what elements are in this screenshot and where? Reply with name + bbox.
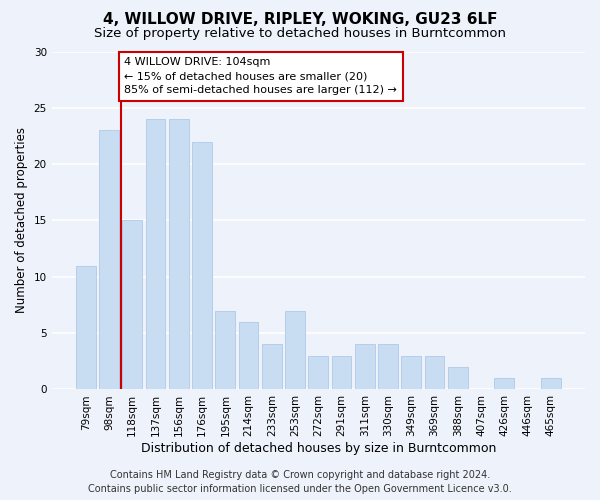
Bar	[332, 356, 352, 390]
Bar	[401, 356, 421, 390]
Bar	[285, 310, 305, 390]
Bar	[262, 344, 282, 390]
Bar	[122, 220, 142, 390]
Bar	[355, 344, 375, 390]
Bar	[239, 322, 259, 390]
Text: 4 WILLOW DRIVE: 104sqm
← 15% of detached houses are smaller (20)
85% of semi-det: 4 WILLOW DRIVE: 104sqm ← 15% of detached…	[124, 57, 397, 95]
Text: Contains HM Land Registry data © Crown copyright and database right 2024.
Contai: Contains HM Land Registry data © Crown c…	[88, 470, 512, 494]
Bar	[378, 344, 398, 390]
Bar	[541, 378, 561, 390]
Text: 4, WILLOW DRIVE, RIPLEY, WOKING, GU23 6LF: 4, WILLOW DRIVE, RIPLEY, WOKING, GU23 6L…	[103, 12, 497, 28]
Y-axis label: Number of detached properties: Number of detached properties	[15, 128, 28, 314]
Bar	[494, 378, 514, 390]
Bar	[215, 310, 235, 390]
X-axis label: Distribution of detached houses by size in Burntcommon: Distribution of detached houses by size …	[140, 442, 496, 455]
Bar	[146, 119, 166, 390]
Bar	[76, 266, 95, 390]
Text: Size of property relative to detached houses in Burntcommon: Size of property relative to detached ho…	[94, 28, 506, 40]
Bar	[425, 356, 445, 390]
Bar	[448, 367, 468, 390]
Bar	[308, 356, 328, 390]
Bar	[99, 130, 119, 390]
Bar	[192, 142, 212, 390]
Bar	[169, 119, 188, 390]
